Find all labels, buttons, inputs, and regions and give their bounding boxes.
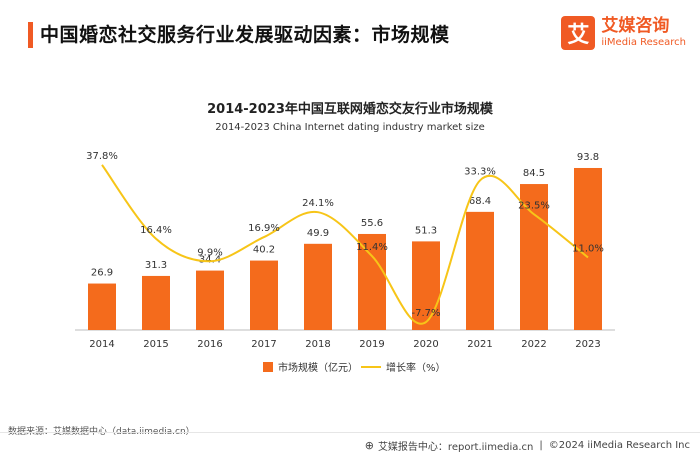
x-tick-2021: 2021 bbox=[467, 339, 492, 350]
bar-2021 bbox=[466, 211, 494, 330]
line-label-2017: 16.9% bbox=[248, 223, 280, 234]
chart-title: 2014-2023年中国互联网婚恋交友行业市场规模 bbox=[207, 102, 493, 117]
line-label-2014: 37.8% bbox=[86, 151, 118, 162]
x-tick-2015: 2015 bbox=[143, 339, 168, 350]
x-tick-2014: 2014 bbox=[89, 339, 114, 350]
footer-copyright: ©2024 iiMedia Research Inc bbox=[548, 440, 690, 451]
line-label-2020: -7.7% bbox=[411, 308, 440, 319]
line-label-2015: 16.4% bbox=[140, 225, 172, 236]
brand: 艾 艾媒咨询 iiMedia Research bbox=[561, 14, 686, 52]
bar-label-2014: 26.9 bbox=[91, 268, 113, 279]
bar-label-2015: 31.3 bbox=[145, 260, 167, 271]
page-title: 中国婚恋社交服务行业发展驱动因素：市场规模 bbox=[40, 24, 450, 46]
line-label-2019: 11.4% bbox=[356, 242, 388, 253]
x-tick-2019: 2019 bbox=[359, 339, 384, 350]
bar-2019 bbox=[358, 233, 386, 330]
chart-subtitle: 2014-2023 China Internet dating industry… bbox=[215, 122, 485, 133]
brand-name-en: iiMedia Research bbox=[601, 37, 686, 48]
bar-2022 bbox=[520, 184, 548, 330]
brand-text: 艾媒咨询 iiMedia Research bbox=[601, 17, 686, 49]
bar-label-2022: 84.5 bbox=[523, 168, 545, 179]
legend-bar-label: 市场规模（亿元） bbox=[278, 361, 358, 374]
bar-2014 bbox=[88, 283, 116, 330]
x-tick-2023: 2023 bbox=[575, 339, 600, 350]
footer-divider bbox=[0, 432, 700, 433]
x-tick-2018: 2018 bbox=[305, 339, 330, 350]
footer-separator: | bbox=[539, 440, 543, 451]
footer-report-center: 艾媒报告中心：report.iimedia.cn bbox=[377, 442, 534, 453]
bar-2018 bbox=[304, 243, 332, 330]
bar-label-2017: 40.2 bbox=[253, 245, 275, 256]
x-tick-2016: 2016 bbox=[197, 339, 222, 350]
line-label-2021: 33.3% bbox=[464, 166, 496, 177]
growth-rate-line bbox=[101, 164, 589, 325]
line-label-2022: 23.5% bbox=[518, 200, 550, 211]
bar-2015 bbox=[142, 275, 170, 330]
brand-name-cn: 艾媒咨询 bbox=[601, 16, 670, 36]
bar-label-2023: 93.8 bbox=[577, 152, 599, 163]
bar-label-2018: 49.9 bbox=[307, 228, 329, 239]
line-label-2016: 9.9% bbox=[197, 247, 222, 258]
footer-right: ⊕ 艾媒报告中心：report.iimedia.cn | ©2024 iiMed… bbox=[365, 438, 690, 453]
legend-line-label: 增长率（%） bbox=[386, 361, 446, 374]
legend-bar-swatch bbox=[263, 362, 273, 372]
footer-source: 数据来源：艾媒数据中心（data.iimedia.cn） bbox=[8, 427, 195, 437]
x-tick-2022: 2022 bbox=[521, 339, 546, 350]
x-tick-2020: 2020 bbox=[413, 339, 438, 350]
report-center-icon: ⊕ bbox=[364, 439, 374, 452]
bar-2016 bbox=[196, 270, 224, 330]
bar-label-2020: 51.3 bbox=[415, 225, 437, 236]
brand-logo: 艾 bbox=[561, 16, 596, 50]
x-tick-2017: 2017 bbox=[251, 339, 276, 350]
bar-2017 bbox=[250, 260, 278, 330]
bar-label-2021: 68.4 bbox=[469, 196, 491, 207]
line-label-2023: 11.0% bbox=[572, 243, 604, 254]
bar-2020 bbox=[412, 241, 440, 330]
bar-label-2016: 34.4 bbox=[199, 255, 221, 266]
line-label-2018: 24.1% bbox=[302, 198, 334, 209]
title-accent-bar bbox=[28, 22, 33, 48]
bar-label-2019: 55.6 bbox=[361, 218, 383, 229]
